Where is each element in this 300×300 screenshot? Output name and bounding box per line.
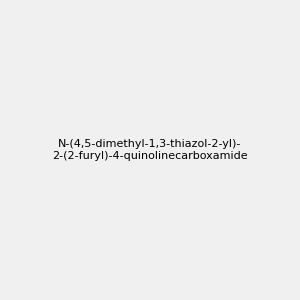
Text: N-(4,5-dimethyl-1,3-thiazol-2-yl)-
2-(2-furyl)-4-quinolinecarboxamide: N-(4,5-dimethyl-1,3-thiazol-2-yl)- 2-(2-… [52,139,248,161]
